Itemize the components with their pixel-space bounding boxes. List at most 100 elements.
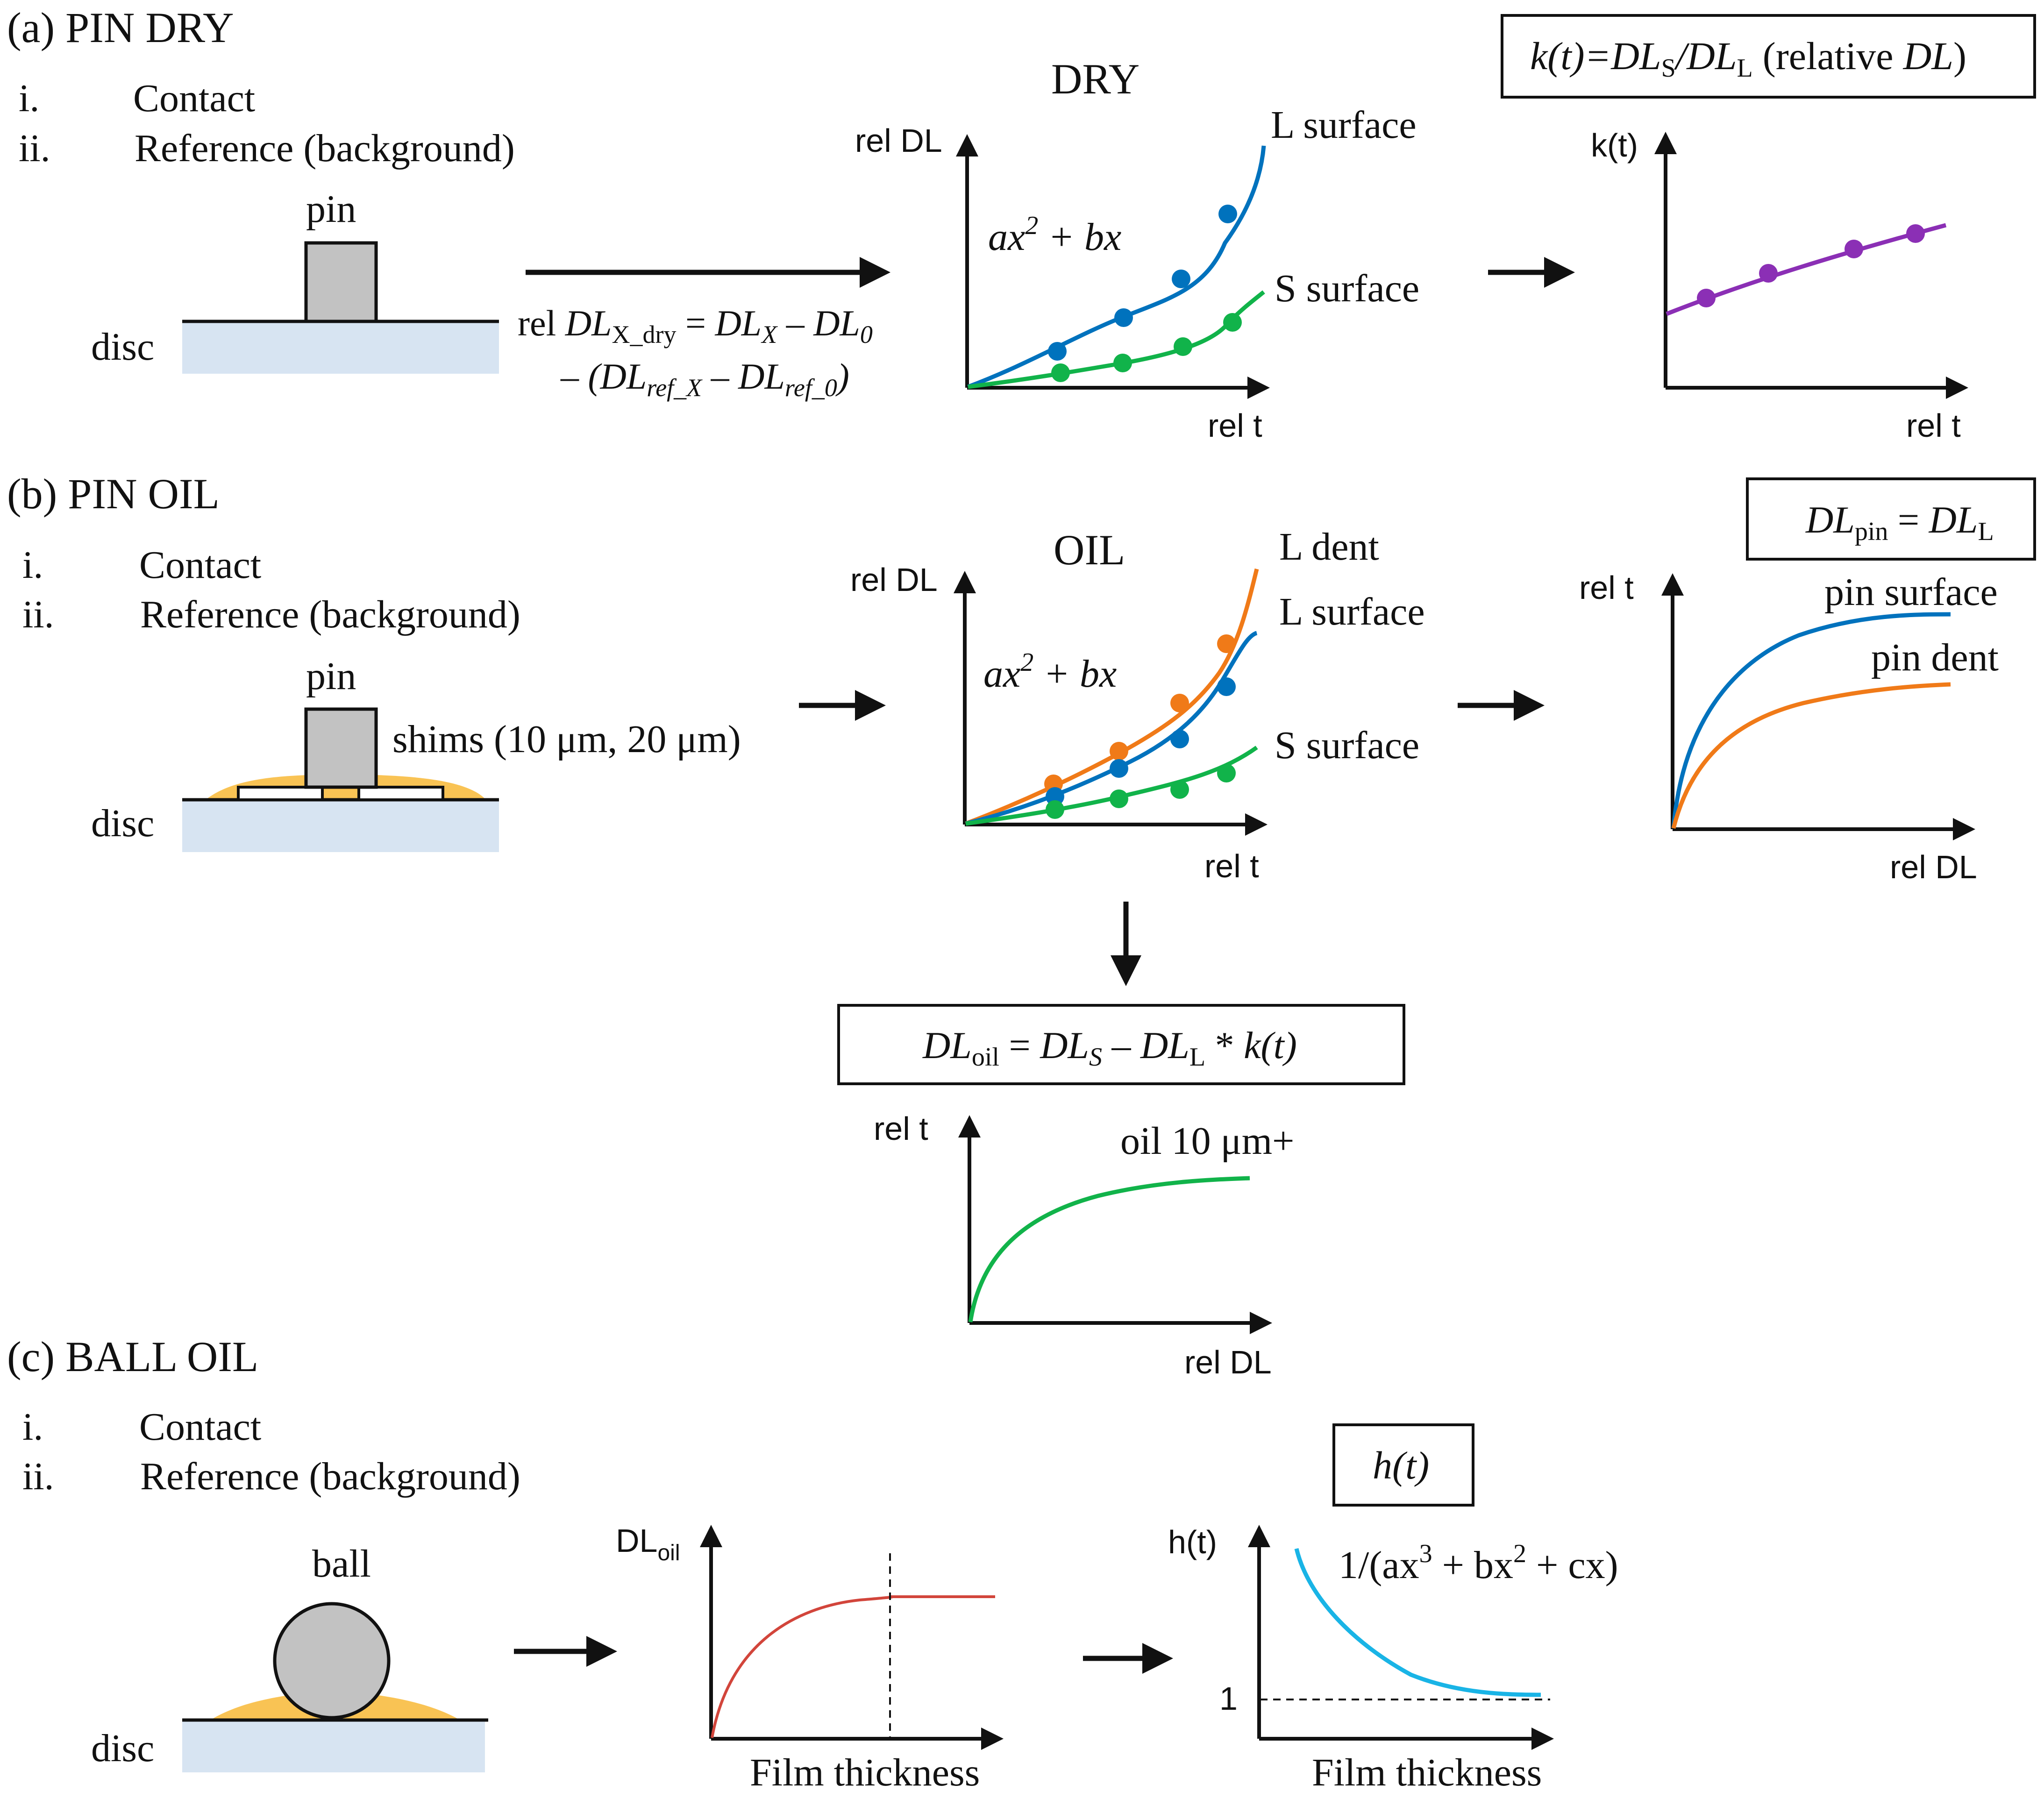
oil-point-ld-2 [1110,742,1128,761]
pin-formula-text: DLpin = DLL [1805,498,1994,546]
pin-formula-box [1746,477,2036,561]
oil-y-label: rel DL [850,562,938,598]
section-a: (a) PIN DRY i. Contact ii. Reference (ba… [7,4,2036,444]
dry-point-l-3 [1172,270,1190,288]
oil-point-ld-4 [1217,634,1236,653]
section-c-item-1: Contact [139,1405,261,1449]
pin-label-dent: pin dent [1871,636,1999,679]
section-a-item-2: Reference (background) [135,127,515,170]
pin-plot: rel t rel DL pin surface pin dent [1579,569,1999,885]
oil-point-ss-4 [1217,764,1236,782]
dl-oil-curve [711,1595,995,1738]
oil-thickness-curve-label: oil 10 μm+ [1120,1119,1294,1163]
h-curve-formula: 1/(ax3 + bx2 + cx) [1339,1539,1618,1587]
oil-thickness-x-label: rel DL [1184,1344,1272,1380]
dry-point-l-1 [1048,342,1067,361]
k-point-3 [1845,240,1863,258]
section-b-title: (b) PIN OIL [7,470,220,518]
pin-label-b: pin [306,654,356,698]
oil-point-ss-2 [1110,789,1128,808]
pin-body [304,241,378,323]
oil-point-ls-3 [1170,730,1189,748]
h-formula-box [1332,1423,1474,1507]
h-plot: h(t) 1 Film thickness 1/(ax3 + bx2 + cx) [1168,1524,1618,1794]
k-point-2 [1759,264,1778,283]
disc-label-b: disc [91,802,154,845]
pin-oil-schematic: pin disc shims (10 μm, 20 μm) [91,654,741,852]
formula-line-2: – (DLref_X – DLref_0) [560,356,849,402]
h-curve [1294,1548,1541,1697]
section-c-title: (c) BALL OIL [7,1333,258,1380]
dry-point-s-2 [1113,354,1132,372]
section-c-item-1-num: i. [22,1405,43,1449]
oil-thickness-plot: rel t rel DL oil 10 μm+ [874,1110,1294,1380]
section-c: (c) BALL OIL i. Contact ii. Reference (b… [7,1333,1618,1794]
oil-plot-title: OIL [1054,526,1125,574]
dry-point-s-3 [1174,337,1192,356]
dl-oil-plot: DLoil Film thickness [616,1522,1004,1794]
section-b: (b) PIN OIL i. Contact ii. Reference (ba… [7,470,2036,1380]
oil-x-label: rel t [1204,848,1259,884]
shim-left [237,786,324,801]
dry-curve-s-surface [968,290,1265,389]
ball-oil-schematic: ball disc [91,1542,488,1772]
h-formula-text: h(t) [1373,1444,1429,1487]
section-a-item-2-num: ii. [19,127,50,170]
dry-point-l-2 [1114,308,1133,327]
oil-formula-text: DLoil = DLS – DLL * k(t) [922,1024,1297,1072]
dry-plot: rel DL rel t DRY ax2 + bx L surface S su… [855,55,1419,444]
oil-label-s-surface: S surface [1275,724,1419,767]
oil-plot: rel DL rel t OIL ax2 + bx L dent L surfa… [850,525,1425,884]
oil-formula-box [837,1004,1405,1085]
ball-label: ball [312,1542,371,1586]
oil-thickness-y-label: rel t [874,1110,928,1147]
dry-x-label: rel t [1208,407,1262,444]
formula-line-1: rel DLX_dry = DLX – DL0 [518,303,873,348]
h-x-label: Film thickness [1312,1751,1542,1794]
oil-thickness-curve [968,1176,1250,1323]
dry-point-l-4 [1218,205,1237,223]
disc-label-c: disc [91,1727,154,1770]
dl-oil-y-label: DLoil [616,1522,680,1565]
section-b-item-1: Contact [139,543,261,587]
pin-y-label: rel t [1579,569,1634,606]
section-c-item-2: Reference (background) [140,1455,520,1498]
k-point-4 [1906,224,1925,243]
section-b-item-1-num: i. [22,543,43,587]
ball-body [273,1602,391,1720]
pin-curve-dent [1671,682,1951,829]
section-c-item-2-num: ii. [22,1455,54,1498]
oil-point-ld-3 [1170,694,1189,712]
disc-label: disc [91,325,154,369]
k-plot: k(t) rel t [1591,127,1968,444]
oil-label-l-surface: L surface [1279,590,1425,633]
disc-body-c [182,1720,485,1772]
oil-point-ss-1 [1046,800,1064,819]
dry-y-label: rel DL [855,122,942,159]
shims-label: shims (10 μm, 20 μm) [392,718,741,761]
k-formula-text: k(t)=DLS/DLL (relative DL) [1530,35,1966,83]
dry-point-s-1 [1051,363,1070,382]
section-a-item-1: Contact [133,77,255,120]
pin-curve-surface [1671,612,1951,829]
oil-point-ls-2 [1110,759,1128,778]
oil-curve-l-surface [965,631,1258,826]
dry-plot-title: DRY [1051,55,1140,103]
k-x-label: rel t [1906,407,1961,444]
k-y-label: k(t) [1591,127,1638,164]
pin-label-surface: pin surface [1824,570,1998,614]
dry-point-s-4 [1223,313,1242,332]
oil-fit-formula: ax2 + bx [983,648,1117,696]
oil-point-ss-3 [1170,780,1189,799]
dry-curve-l-surface [967,145,1266,389]
pin-label: pin [306,187,356,231]
h-y-label: h(t) [1168,1524,1217,1560]
k-formula-box [1501,14,2036,99]
dry-fit-formula: ax2 + bx [988,211,1121,259]
pin-body-b [304,707,378,789]
section-a-title: (a) PIN DRY [7,4,234,51]
disc-body [182,321,499,374]
oil-curve-l-dent [965,568,1259,826]
k-point-1 [1697,289,1716,307]
section-a-item-1-num: i. [19,77,39,120]
